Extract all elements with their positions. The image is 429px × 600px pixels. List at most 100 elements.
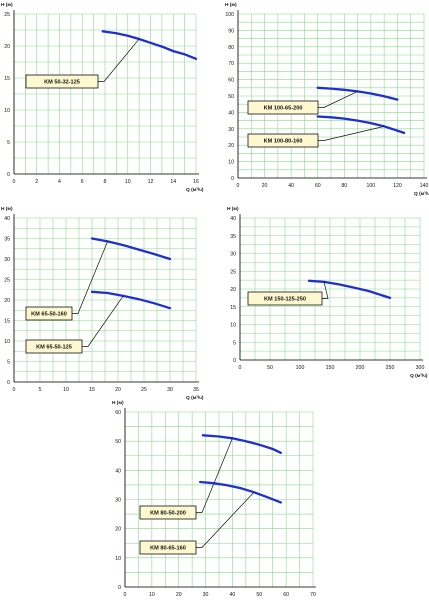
x-tick-label: 300: [416, 365, 425, 371]
data-point: [368, 290, 370, 292]
data-point: [91, 237, 93, 240]
y-tick-label: 15: [4, 319, 10, 325]
series-label-box: [247, 133, 319, 148]
series-label: KM 80-65-160: [150, 546, 186, 552]
y-tick-label: 0: [118, 585, 121, 591]
y-tick-label: 40: [4, 216, 10, 222]
data-point: [316, 115, 319, 118]
y-tick-label: 0: [231, 176, 234, 182]
grid: [239, 217, 421, 361]
data-point: [126, 34, 129, 37]
x-axis-title: Q (м³/ч): [186, 395, 204, 401]
series-label: KM 150-125-250: [264, 297, 306, 303]
x-tick-label: 5: [39, 387, 42, 393]
data-point: [199, 481, 201, 483]
y-tick-label: 25: [4, 12, 10, 18]
data-point: [396, 98, 399, 101]
data-point: [279, 452, 282, 454]
data-point: [169, 258, 171, 260]
x-tick-label: 0: [13, 179, 16, 185]
x-tick-label: 250: [386, 365, 395, 371]
series-line: [101, 30, 198, 60]
data-point: [138, 248, 140, 251]
x-tick-label: 50: [267, 365, 273, 371]
chart-km-65: 0 5 10 15 20 25 30 35 0 5 10 15 20 25 30 35 40 H (м) Q (м³…: [1, 206, 204, 401]
y-tick-label: 30: [4, 257, 10, 263]
chart-km-50: 0 2 4 6 8 10 12 14 16 0 5 10 15 20 25 H (м) Q (м³/ч) KM 5…: [1, 2, 204, 193]
y-tick-label: 5: [7, 140, 10, 146]
data-point: [138, 298, 140, 300]
x-axis-title: Q (м³/ч): [410, 373, 428, 379]
y-tick-label: 0: [233, 358, 236, 364]
data-point: [258, 443, 261, 446]
data-point: [91, 291, 93, 293]
x-tick-label: 10: [63, 387, 69, 393]
series-label: KM 100-80-160: [264, 139, 303, 145]
series-label: KM 65-50-125: [36, 345, 72, 351]
chart-km-150: 0 50 100 150 200 250 300 0 5 10 15 20 25 30 35 40 H (м) Q…: [227, 206, 428, 379]
y-tick-label: 80: [228, 45, 234, 51]
y-tick-label: 10: [230, 323, 236, 329]
x-tick-label: 15: [89, 387, 95, 393]
series-label: KM 100-65-200: [264, 106, 303, 112]
y-tick-label: 10: [4, 339, 10, 345]
data-point: [172, 50, 175, 52]
data-point: [343, 117, 346, 120]
y-tick-label: 20: [228, 143, 234, 149]
grid: [13, 13, 197, 175]
data-point: [356, 119, 359, 122]
y-tick-label: 50: [115, 439, 121, 445]
data-point: [266, 496, 269, 498]
data-point: [226, 484, 228, 487]
data-point: [403, 132, 405, 134]
y-axis-title: H (м): [112, 400, 124, 406]
series-label: KM 50-32-125: [44, 80, 80, 86]
x-tick-label: 4: [58, 179, 61, 185]
y-tick-label: 30: [115, 498, 121, 504]
x-tick-label: 40: [288, 183, 294, 189]
x-tick-label: 200: [356, 365, 365, 371]
x-tick-label: 0: [13, 387, 16, 393]
data-point: [202, 434, 204, 437]
x-tick-label: 30: [203, 592, 209, 598]
x-tick-label: 120: [393, 183, 402, 189]
y-tick-label: 0: [7, 380, 10, 386]
y-axis-title: H (м): [1, 206, 13, 212]
x-tick-label: 100: [296, 365, 305, 371]
x-tick-label: 50: [256, 592, 262, 598]
x-tick-label: 0: [239, 365, 242, 371]
x-tick-label: 10: [149, 592, 155, 598]
x-tick-label: 35: [193, 387, 199, 393]
leader-line: [82, 295, 124, 347]
data-point: [183, 53, 186, 56]
y-tick-label: 50: [228, 94, 234, 100]
data-point: [316, 87, 319, 89]
data-point: [271, 448, 274, 450]
data-point: [161, 45, 163, 48]
data-point: [122, 244, 124, 246]
data-point: [338, 283, 340, 286]
leader-line: [318, 91, 358, 108]
x-tick-label: 60: [283, 592, 289, 598]
data-point: [308, 280, 310, 282]
y-tick-label: 35: [230, 234, 236, 240]
data-point: [106, 292, 109, 294]
data-point: [169, 307, 171, 310]
data-point: [195, 58, 197, 60]
x-tick-label: 30: [167, 387, 173, 393]
data-point: [353, 286, 355, 289]
x-tick-label: 60: [315, 183, 321, 189]
chart-km-100: 0 20 40 60 80 100 120 140 0 10 20 30 40 50 60 70 80 90 100…: [225, 2, 429, 197]
x-tick-label: 20: [176, 592, 182, 598]
y-tick-label: 10: [228, 160, 234, 166]
y-tick-label: 10: [4, 108, 10, 114]
y-tick-label: 5: [7, 360, 10, 366]
x-tick-label: 20: [115, 387, 121, 393]
y-tick-label: 60: [228, 78, 234, 84]
x-tick-label: 0: [124, 592, 127, 598]
y-tick-label: 30: [228, 127, 234, 133]
x-tick-label: 10: [125, 179, 131, 185]
x-tick-label: 14: [170, 179, 176, 185]
y-tick-label: 30: [230, 252, 236, 258]
